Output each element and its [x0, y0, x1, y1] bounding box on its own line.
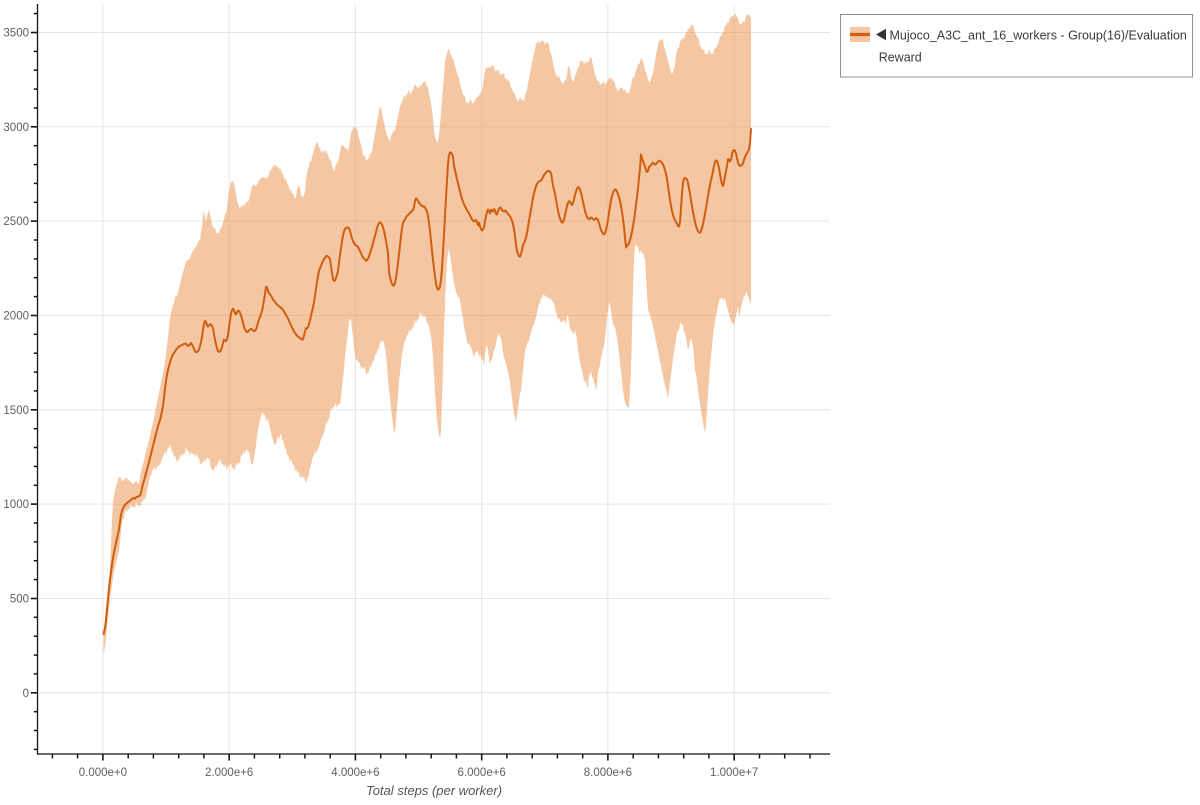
- svg-text:0.000e+0: 0.000e+0: [79, 767, 127, 779]
- svg-text:3000: 3000: [3, 122, 29, 134]
- svg-text:1000: 1000: [3, 499, 29, 511]
- svg-text:1.000e+7: 1.000e+7: [710, 767, 758, 779]
- svg-text:6.000e+6: 6.000e+6: [458, 767, 506, 779]
- svg-text:0: 0: [23, 688, 29, 700]
- svg-text:2000: 2000: [3, 311, 29, 323]
- svg-text:1500: 1500: [3, 405, 29, 417]
- svg-text:Mujoco_A3C_ant_16_workers - Gr: Mujoco_A3C_ant_16_workers - Group(16)/Ev…: [890, 29, 1187, 43]
- svg-text:8.000e+6: 8.000e+6: [584, 767, 632, 779]
- svg-text:3500: 3500: [3, 28, 29, 40]
- svg-text:Reward: Reward: [879, 51, 922, 65]
- svg-text:500: 500: [10, 594, 29, 606]
- svg-text:Total steps (per worker): Total steps (per worker): [366, 783, 502, 798]
- svg-text:2500: 2500: [3, 216, 29, 228]
- svg-text:2.000e+6: 2.000e+6: [205, 767, 253, 779]
- svg-text:4.000e+6: 4.000e+6: [331, 767, 379, 779]
